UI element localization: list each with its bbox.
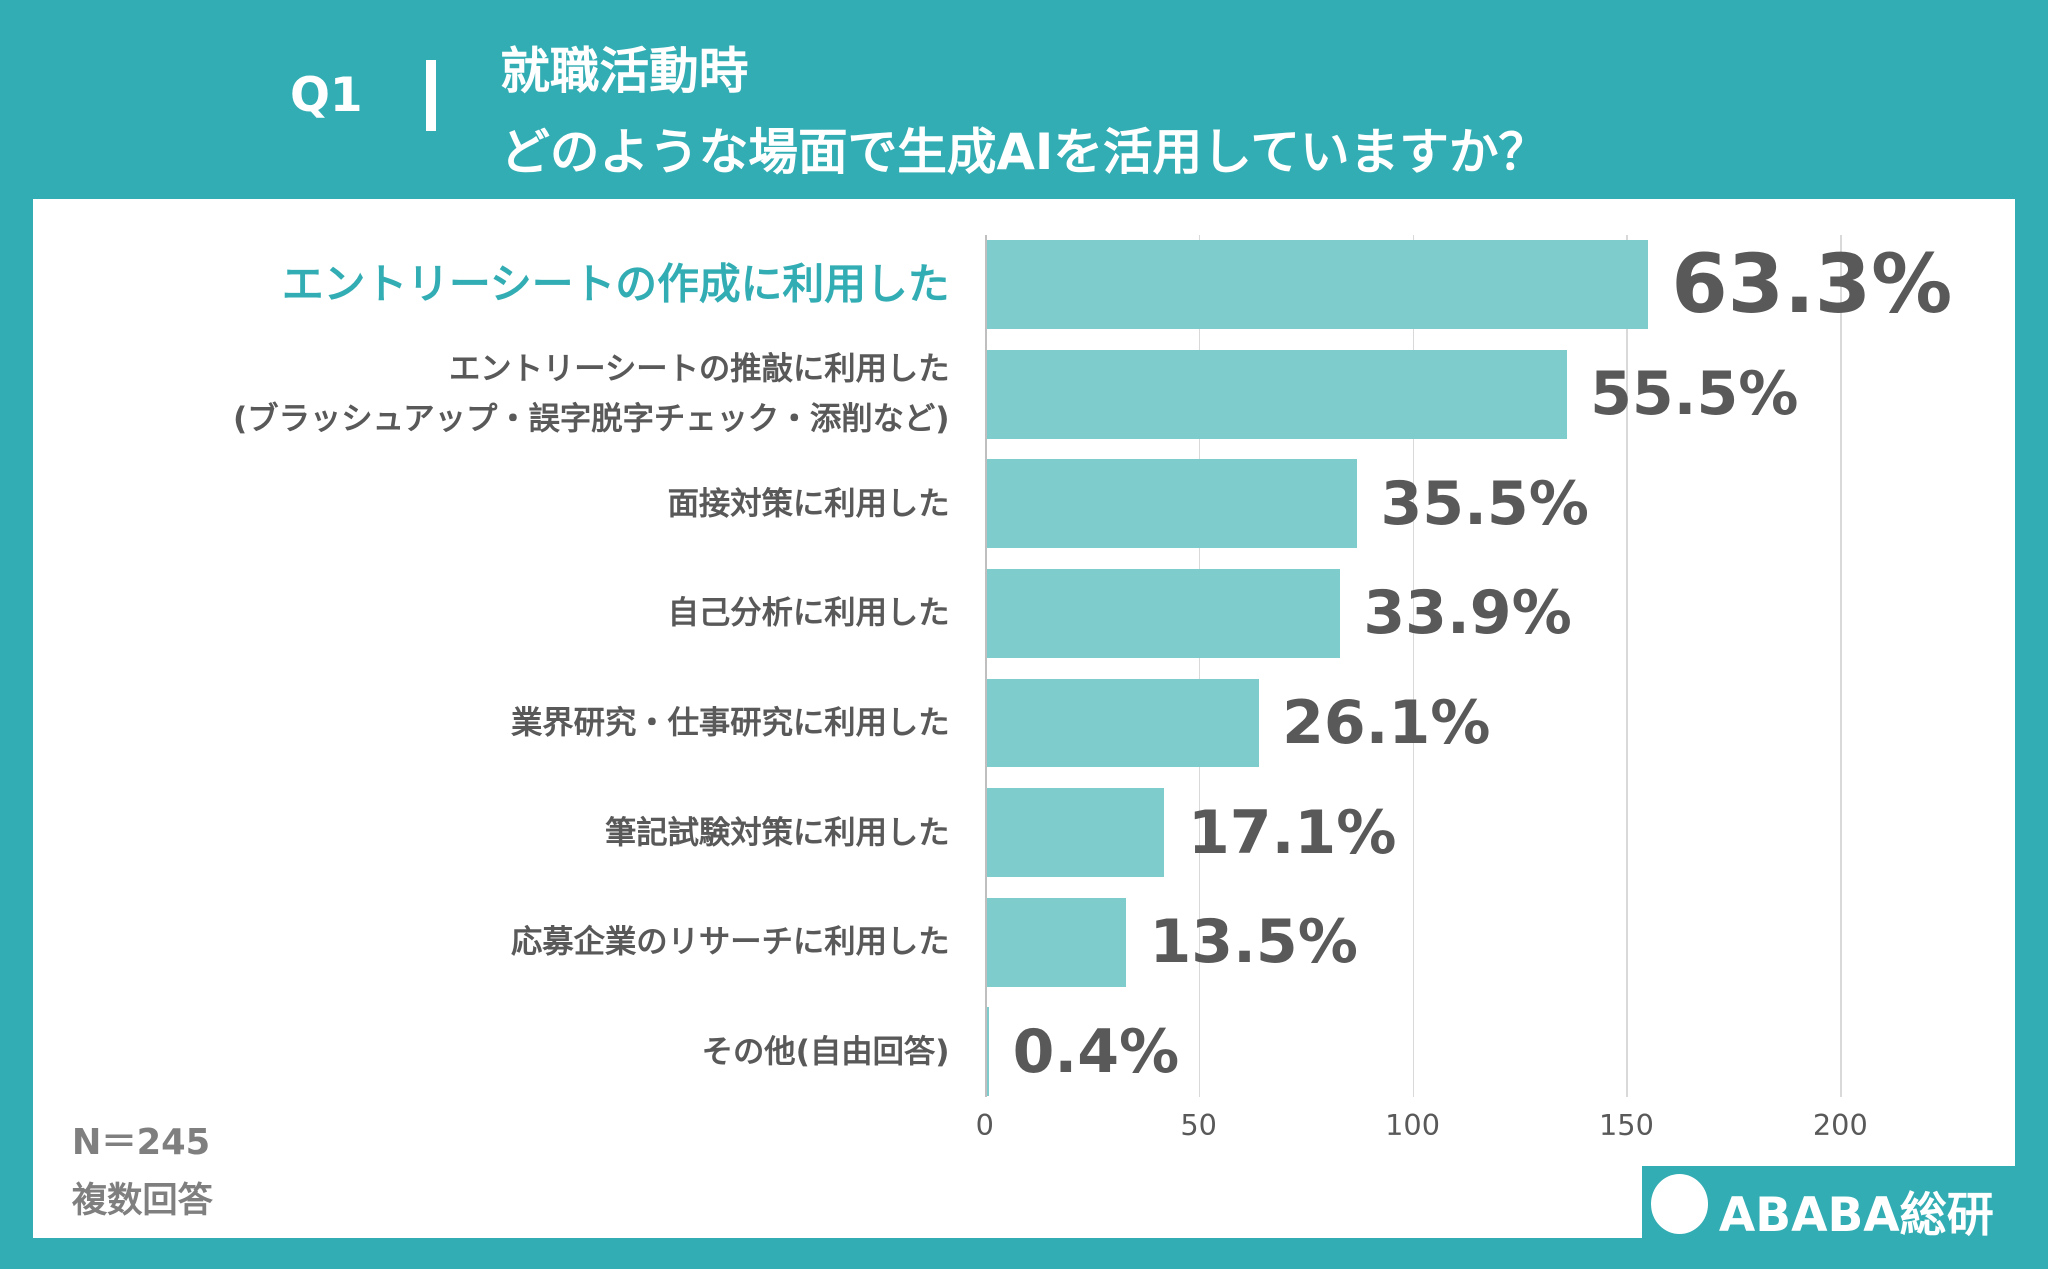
axis-line xyxy=(984,235,988,1098)
bar xyxy=(984,788,1165,878)
header-divider xyxy=(425,60,437,131)
value-label: 13.5% xyxy=(1149,907,1358,978)
value-label: 33.9% xyxy=(1363,578,1572,649)
x-tick-label: 0 xyxy=(975,1107,994,1142)
grid-line xyxy=(1840,235,1842,1098)
category-label: 応募企業のリサーチに利用した xyxy=(510,924,950,961)
value-label: 26.1% xyxy=(1282,688,1491,759)
value-label: 55.5% xyxy=(1590,359,1799,430)
category-label: 面接対策に利用した xyxy=(667,485,950,522)
grid-line xyxy=(1412,235,1414,1098)
logo-icon xyxy=(1650,1174,1709,1235)
category-label: 業界研究・仕事研究に利用した xyxy=(510,704,950,741)
question-number: Q1 xyxy=(289,67,363,123)
note: 複数回答 xyxy=(71,1179,213,1221)
value-label: 17.1% xyxy=(1187,797,1397,868)
x-tick-label: 150 xyxy=(1599,1107,1654,1142)
category-label: 筆記試験対策に利用した xyxy=(604,814,950,851)
bar xyxy=(984,459,1357,549)
grid-line xyxy=(1626,235,1628,1098)
x-tick-label: 100 xyxy=(1385,1107,1440,1142)
logo-text: ABABA総研 xyxy=(1718,1187,1994,1243)
category-label: エントリーシートの作成に利用した xyxy=(281,259,950,309)
note: N＝245 xyxy=(71,1122,211,1164)
bar xyxy=(984,678,1259,768)
bar xyxy=(984,897,1126,987)
title-line: どのような場面で生成AIを活用していますか？ xyxy=(500,123,1549,182)
value-label: 0.4% xyxy=(1012,1016,1180,1087)
bar xyxy=(984,349,1567,439)
category-label: その他(自由回答) xyxy=(701,1033,950,1070)
x-tick-label: 200 xyxy=(1812,1107,1868,1142)
category-label: エントリーシートの推敲に利用した (ブラッシュアップ・誤字脱字チェック・添削など… xyxy=(232,351,950,438)
grid-line xyxy=(1198,235,1200,1098)
bar xyxy=(984,240,1648,330)
value-label: 35.5% xyxy=(1380,468,1589,539)
title-line: 就職活動時 xyxy=(500,42,749,101)
value-label: 63.3% xyxy=(1671,237,1953,332)
bar xyxy=(984,569,1340,658)
x-tick-label: 50 xyxy=(1180,1107,1217,1142)
category-label: 自己分析に利用した xyxy=(667,595,950,632)
